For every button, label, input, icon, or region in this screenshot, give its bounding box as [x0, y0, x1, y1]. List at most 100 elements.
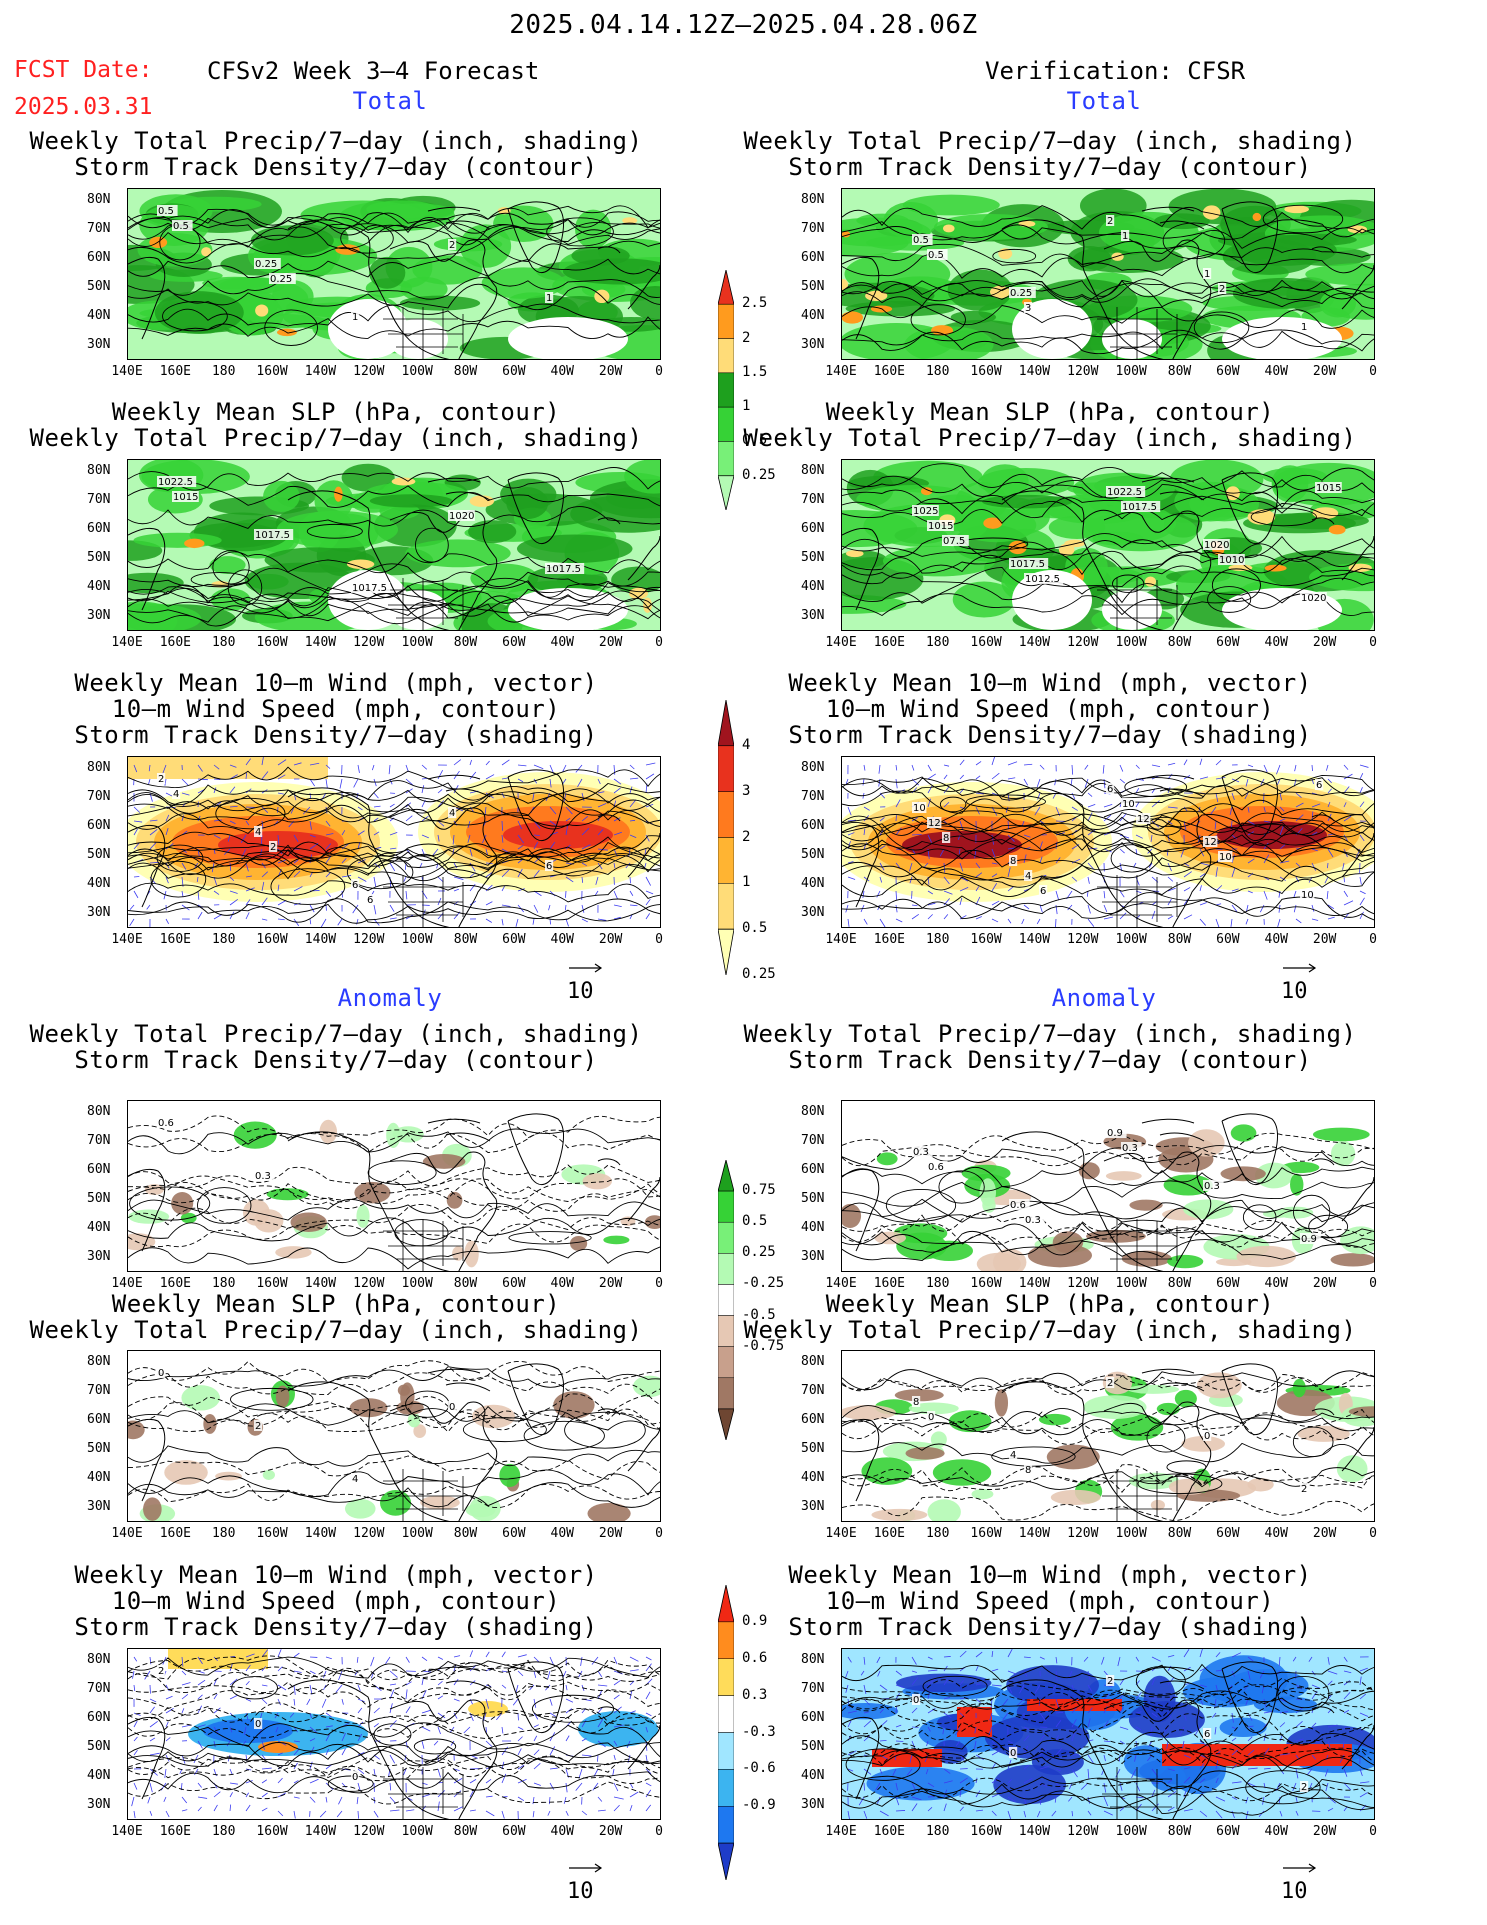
contour-label: 10 [1219, 852, 1232, 863]
contour-label: 8 [913, 1397, 919, 1408]
lon-tick-label: 40W [550, 1276, 574, 1291]
colorbar-anom-storm-label: -0.6 [742, 1760, 776, 1777]
lat-tick-label: 60N [87, 1162, 111, 1177]
lat-tick-label: 70N [801, 1133, 825, 1148]
lon-tick-label: 160W [256, 364, 288, 379]
lon-tick-label: 0 [1369, 1824, 1377, 1839]
left-anom-slp-title-line-0: Weekly Mean SLP (hPa, contour) [111, 1290, 561, 1318]
contour-label: 0 [913, 1695, 919, 1706]
lat-tick-label: 80N [801, 1104, 825, 1119]
contour-label: 6 [367, 895, 373, 906]
contour-label: 1022.5 [1107, 487, 1142, 498]
lat-tick-label: 70N [801, 492, 825, 507]
lat-tick-label: 80N [87, 760, 111, 775]
lon-tick-label: 160W [256, 1526, 288, 1541]
lon-tick-label: 180 [925, 1526, 950, 1541]
lon-tick-label: 40W [1264, 1276, 1288, 1291]
lon-tick-label: 160W [256, 1276, 288, 1291]
contour-label: 12 [1137, 814, 1150, 825]
contour-label: 0.5 [158, 206, 174, 217]
contour-label: 1 [352, 312, 358, 323]
lat-tick-label: 80N [801, 192, 825, 207]
contour-label: 1 [1301, 322, 1307, 333]
lon-tick-label: 20W [598, 1824, 623, 1839]
colorbar-total-storm-label: 0.25 [742, 966, 776, 982]
right-total-precip-contours [842, 204, 1374, 355]
vector-reference: 10 [1277, 960, 1337, 1004]
left-total-precip-contours [128, 205, 660, 346]
right-anom-precip-shading [842, 1124, 1374, 1271]
left-anom-precip-title-line-0: Weekly Total Precip/7–day (inch, shading… [29, 1020, 643, 1048]
left-anom-slp-coastlines [128, 1363, 660, 1521]
lon-tick-label: 60W [1216, 1276, 1240, 1291]
contour-label: 0.6 [928, 1162, 944, 1173]
lon-tick-label: 60W [502, 1526, 526, 1541]
colorbar-anom-precip-label: 0.5 [742, 1213, 768, 1230]
lon-tick-label: 140W [304, 364, 337, 379]
contour-label: 6 [546, 861, 552, 872]
lat-tick-label: 60N [801, 1162, 825, 1177]
lon-tick-label: 40W [1264, 364, 1288, 379]
contour-label: 12 [928, 818, 941, 829]
right-total-slp-title-line-1: Weekly Total Precip/7–day (inch, shading… [743, 424, 1357, 452]
lon-tick-label: 140E [825, 1276, 857, 1291]
lat-tick-label: 70N [87, 1681, 111, 1696]
lat-tick-label: 50N [801, 1441, 825, 1456]
contour-label: 2 [158, 774, 164, 785]
lat-tick-label: 70N [87, 221, 111, 236]
lon-tick-label: 80W [1167, 1526, 1192, 1541]
contour-label: 1015 [1316, 483, 1341, 494]
lat-tick-label: 80N [87, 1354, 111, 1369]
lon-tick-label: 60W [502, 635, 526, 650]
contour-label: 0.3 [255, 1171, 271, 1182]
left-total-precip-title-line-0: Weekly Total Precip/7–day (inch, shading… [29, 127, 643, 155]
contour-label: 0.3 [1025, 1215, 1041, 1226]
lon-tick-label: 80W [453, 1824, 478, 1839]
lon-tick-label: 20W [1312, 1276, 1337, 1291]
right-anom-wind-wind-vectors [844, 1649, 1370, 1819]
lon-tick-label: 40W [550, 932, 574, 947]
lon-tick-label: 140E [111, 1526, 143, 1541]
lon-tick-label: 140W [1018, 932, 1051, 947]
colorbar-anom-storm-label: -0.9 [742, 1797, 776, 1814]
lat-tick-label: 40N [87, 308, 111, 323]
contour-label: 2 [1107, 1378, 1113, 1389]
lon-tick-label: 140W [304, 1276, 337, 1291]
lon-tick-label: 180 [211, 364, 236, 379]
lon-tick-label: 0 [655, 635, 663, 650]
contour-label: 07.5 [943, 536, 965, 547]
lon-tick-label: 160W [970, 364, 1002, 379]
contour-label: 2 [1301, 1782, 1307, 1793]
right-total-wind-title-line-0: Weekly Mean 10–m Wind (mph, vector) [788, 669, 1312, 697]
lat-tick-label: 80N [87, 1652, 111, 1667]
lon-tick-label: 0 [655, 1824, 663, 1839]
lon-tick-label: 100W [1115, 932, 1147, 947]
fcst-date-label: FCST Date: [14, 57, 153, 83]
lat-tick-label: 60N [87, 818, 111, 833]
lon-tick-label: 40W [550, 635, 574, 650]
contour-label: 4 [1010, 1450, 1016, 1461]
lat-tick-label: 80N [801, 760, 825, 775]
lat-tick-label: 80N [87, 192, 111, 207]
lat-tick-label: 50N [87, 1441, 111, 1456]
contour-label: 0.6 [1010, 1200, 1026, 1211]
lat-tick-label: 40N [801, 1220, 825, 1235]
lon-tick-label: 100W [401, 1824, 433, 1839]
lat-tick-label: 70N [801, 1383, 825, 1398]
contour-label: 1 [1122, 231, 1128, 242]
lon-tick-label: 120W [353, 1276, 385, 1291]
lon-tick-label: 20W [598, 932, 623, 947]
right-total-slp-shading [842, 460, 1374, 630]
right-anom-wind-title-line-0: Weekly Mean 10–m Wind (mph, vector) [788, 1561, 1312, 1589]
contour-label: 1017.5 [1122, 502, 1157, 513]
colorbar-anom-precip-label: 0.25 [742, 1244, 776, 1261]
lon-tick-label: 20W [1312, 1824, 1337, 1839]
contour-label: 1015 [173, 492, 198, 503]
vector-reference-label: 10 [1281, 979, 1308, 1004]
contour-label: 4 [352, 1474, 358, 1485]
lon-tick-label: 40W [550, 1526, 574, 1541]
lat-tick-label: 30N [801, 608, 825, 623]
contour-label: 3 [1025, 303, 1031, 314]
vector-reference-label: 10 [1281, 1879, 1308, 1904]
lat-tick-label: 70N [801, 789, 825, 804]
